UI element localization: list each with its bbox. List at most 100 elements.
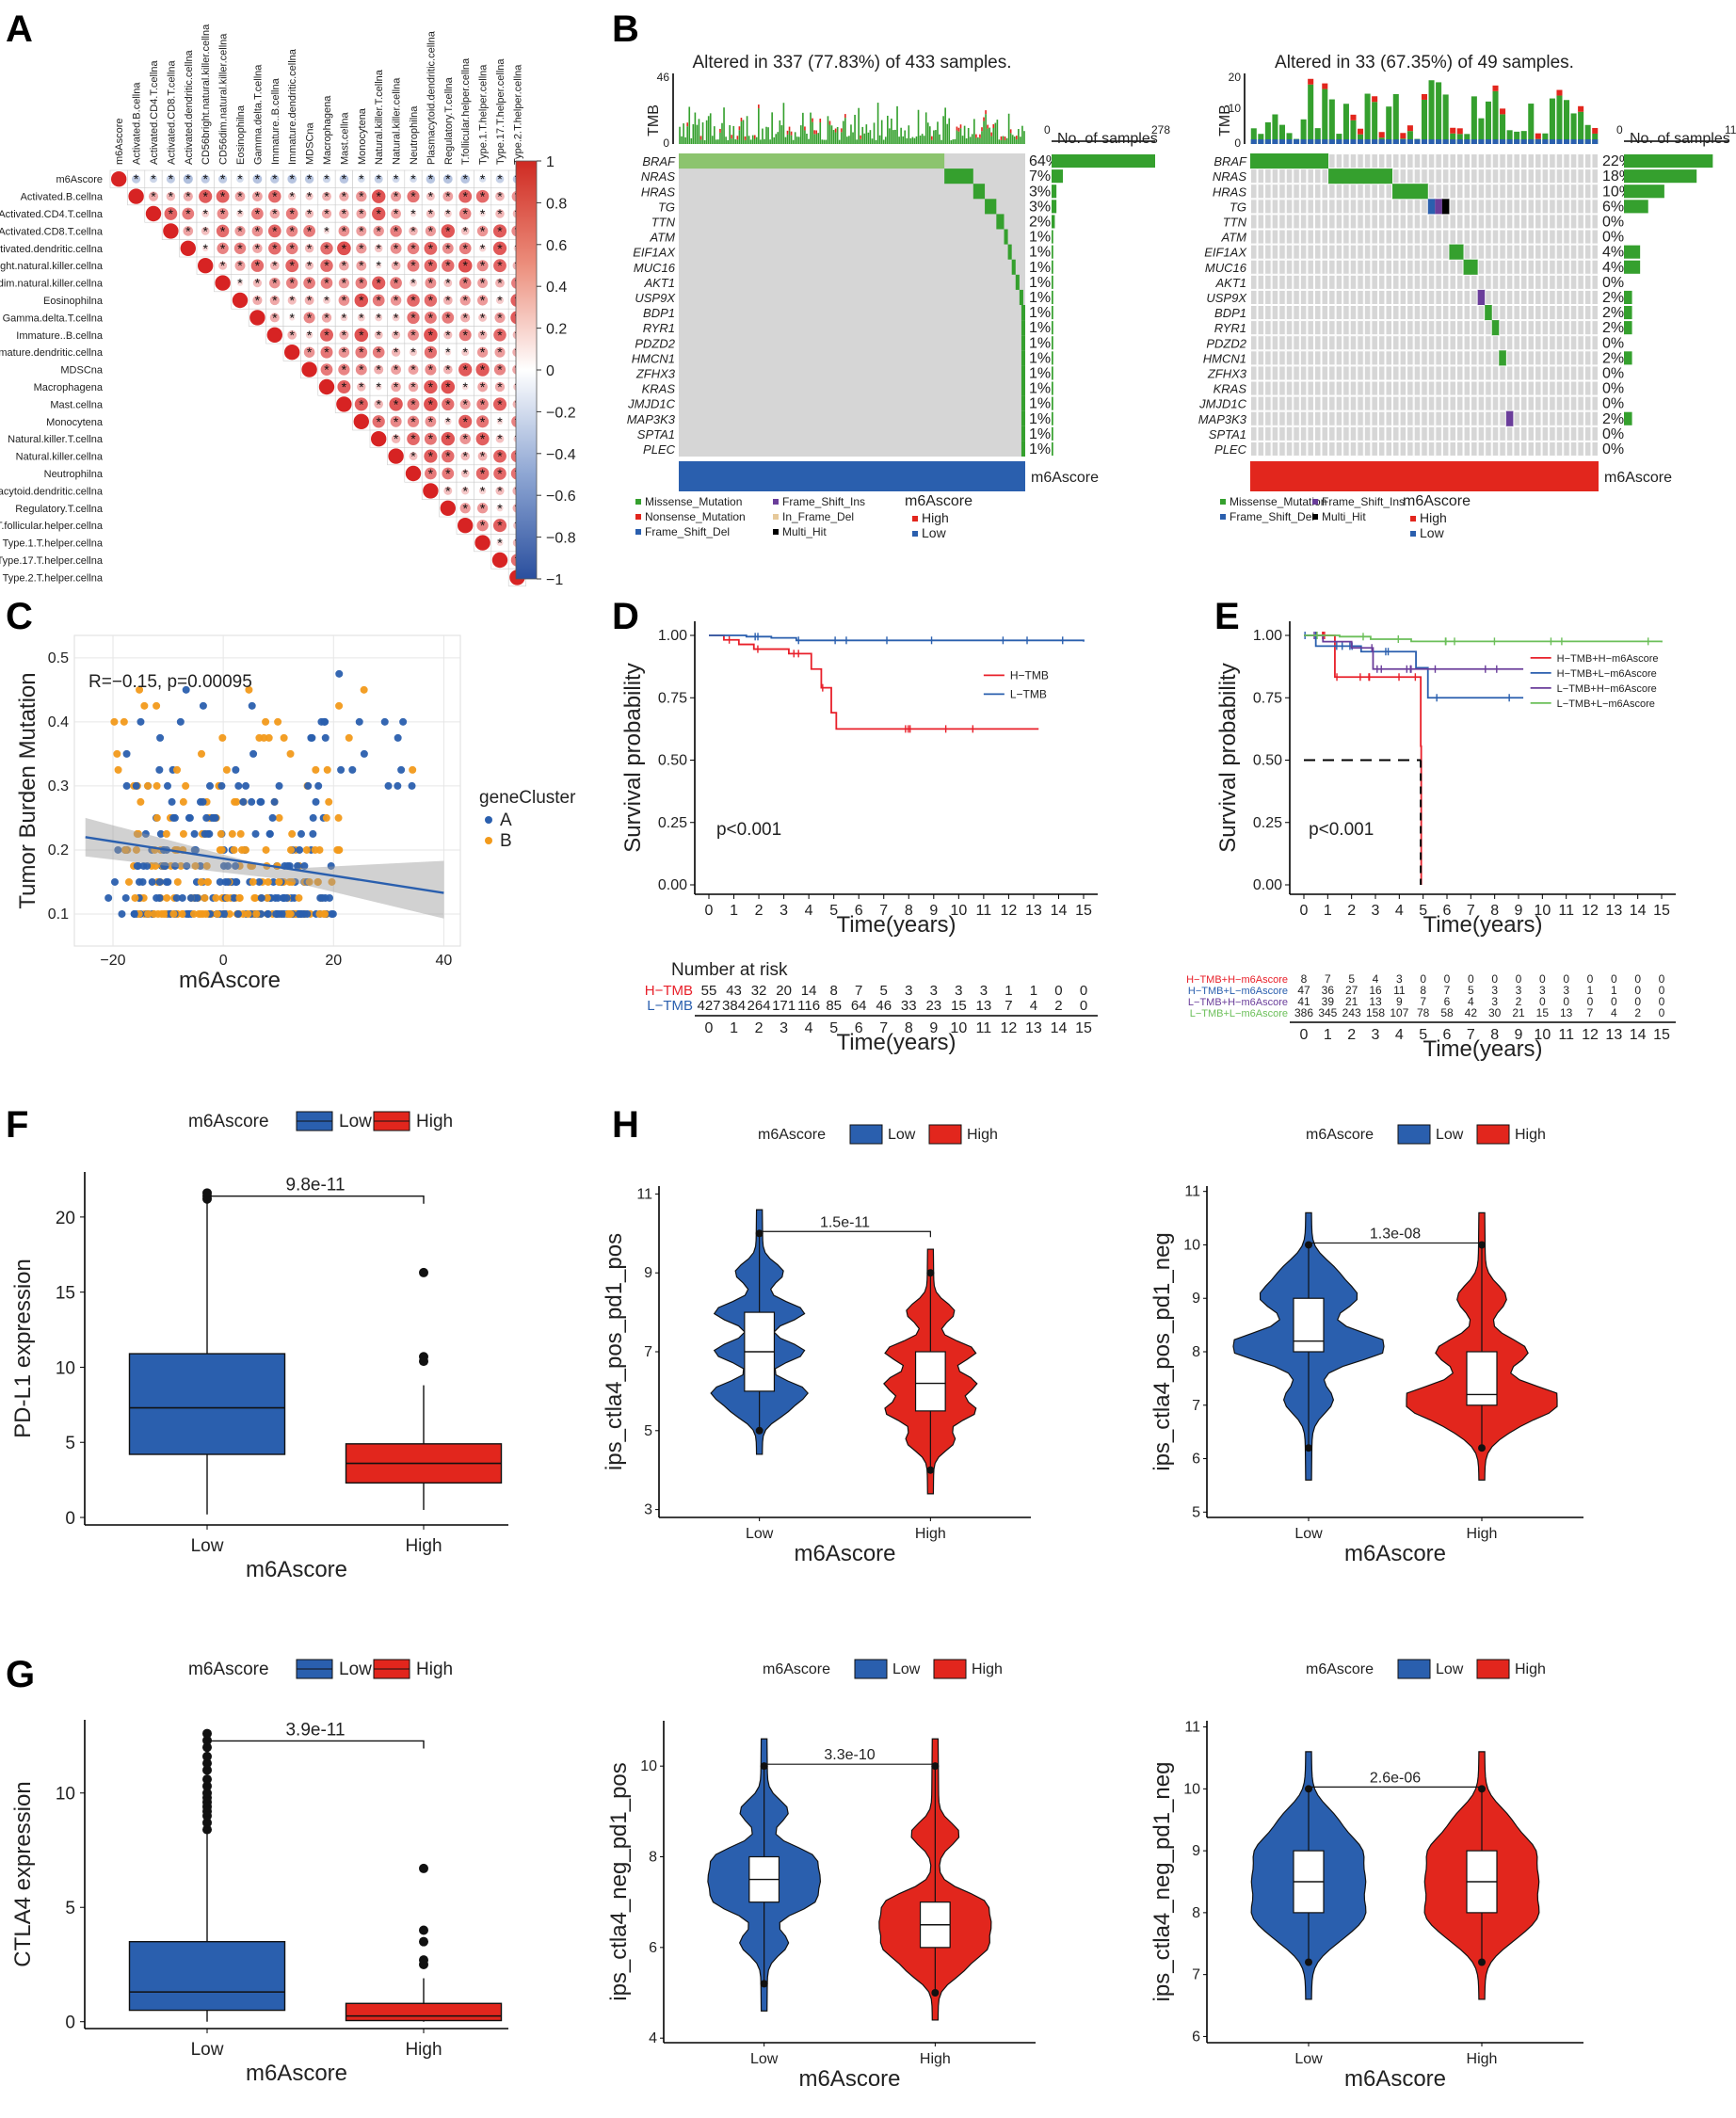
matrix-cell: [1392, 350, 1400, 366]
correlation-dot: [476, 225, 489, 237]
risk-x-tick: 11: [976, 1020, 992, 1036]
matrix-cell: [1555, 289, 1564, 305]
tmb-bar-segment: [1456, 128, 1463, 135]
correlation-dot: [128, 188, 144, 204]
gene-percent: 1%: [1029, 335, 1051, 351]
matrix-cell: [1527, 365, 1535, 381]
tmb-bar: [904, 130, 907, 144]
matrix-cell: [1413, 425, 1422, 441]
matrix-cell: [1335, 305, 1343, 321]
tmb-bar: [1007, 113, 1010, 144]
matrix-cell: [1549, 320, 1556, 336]
matrix-cell: [1349, 320, 1358, 336]
correlation-dot: [252, 243, 263, 254]
matrix-cell: [1299, 441, 1308, 457]
significance-mark: *: [237, 189, 243, 204]
tmb-bar-segment: [1322, 139, 1328, 144]
risk-value: 43: [726, 983, 742, 999]
matrix-cell: [1392, 410, 1400, 426]
risk-value: 116: [797, 998, 820, 1014]
risk-row-label: L−TMB+L−m6Ascore: [1190, 1008, 1288, 1019]
matrix-cell: [1250, 199, 1258, 215]
matrix-cell: [1349, 305, 1358, 321]
tmb-bar: [869, 130, 872, 144]
matrix-cell: [1477, 259, 1486, 275]
matrix-cell: [1399, 380, 1407, 396]
mutation-block: [1449, 244, 1464, 260]
matrix-cell: [1541, 259, 1550, 275]
significance-mark: *: [480, 449, 486, 464]
correlation-dot: [458, 258, 473, 273]
correlation-dot: [180, 240, 196, 256]
matrix-cell: [1563, 335, 1570, 351]
matrix-cell: [1271, 199, 1279, 215]
matrix-cell: [1527, 395, 1535, 411]
correlation-dot: [252, 278, 263, 288]
risk-value: 32: [751, 983, 767, 999]
significance-mark: *: [497, 293, 503, 308]
tmb-bar: [679, 126, 681, 144]
gene-percent: 1%: [1029, 245, 1051, 261]
matrix-cell: [1285, 365, 1294, 381]
tmb-bar: [863, 133, 866, 144]
matrix-cell: [1499, 425, 1506, 441]
risk-value: 13: [1560, 1006, 1573, 1019]
significance-mark: *: [445, 379, 451, 394]
risk-value: 0: [1054, 983, 1062, 999]
significance-mark: *: [359, 241, 364, 256]
tmb-bar: [830, 125, 833, 144]
matrix-cell: [1513, 335, 1520, 351]
y-tick-label: 8: [1192, 1905, 1200, 1921]
matrix-cell: [1555, 305, 1564, 321]
tmb-bar-segment: [840, 128, 843, 133]
matrix-cell: [1377, 425, 1386, 441]
matrix-cell: [1363, 244, 1372, 260]
matrix-cell: [1505, 320, 1514, 336]
legend-title: m6Ascore: [188, 1660, 269, 1679]
matrix-cell: [1527, 153, 1535, 169]
tmb-bar-segment: [828, 120, 831, 125]
colorbar-tick-label: 1: [546, 154, 555, 170]
tmb-bar-segment: [1350, 139, 1357, 144]
matrix-cell: [1569, 365, 1578, 381]
matrix-cell: [1321, 289, 1329, 305]
matrix-cell: [1519, 184, 1528, 200]
matrix-cell: [1328, 229, 1336, 245]
matrix-cell: [1499, 229, 1506, 245]
tmb-bar-segment: [1300, 139, 1307, 144]
matrix-cell: [1257, 365, 1265, 381]
matrix-cell: [1349, 425, 1358, 441]
x-tick-label: Low: [750, 2051, 779, 2067]
tmb-bar: [790, 135, 793, 144]
p-value: 1.3e-08: [1370, 1226, 1421, 1242]
significance-mark: *: [428, 362, 434, 377]
tmb-bar-segment: [1578, 105, 1584, 112]
correlation-dot: [390, 295, 402, 306]
matrix-cell: [1385, 305, 1393, 321]
matrix-cell: [1250, 441, 1258, 457]
matrix-cell: [1421, 199, 1428, 215]
x-tick-label: High: [915, 1526, 946, 1542]
risk-value: 3: [955, 983, 962, 999]
matrix-cell: [1278, 441, 1286, 457]
matrix-cell: [1535, 274, 1542, 290]
matrix-cell: [1427, 274, 1436, 290]
matrix-cell: [1519, 350, 1528, 366]
matrix-cell: [1385, 214, 1393, 230]
samples-bar: [1624, 290, 1632, 304]
scatter-point: [217, 829, 225, 838]
matrix-cell: [1349, 214, 1358, 230]
survival-curve: [1304, 634, 1663, 643]
tmb-bar: [987, 128, 989, 144]
legend-label: Low: [888, 1127, 916, 1143]
tmb-bar: [727, 139, 729, 144]
correlation-dot: [477, 329, 488, 340]
matrix-cell: [1406, 410, 1414, 426]
matrix-cell: [1335, 380, 1343, 396]
legend-title: m6Ascore: [763, 1661, 830, 1677]
matrix-cell: [1569, 305, 1578, 321]
scatter-point: [155, 893, 164, 902]
matrix-cell: [1328, 441, 1336, 457]
significance-mark: *: [480, 501, 486, 516]
matrix-cell: [1321, 305, 1329, 321]
